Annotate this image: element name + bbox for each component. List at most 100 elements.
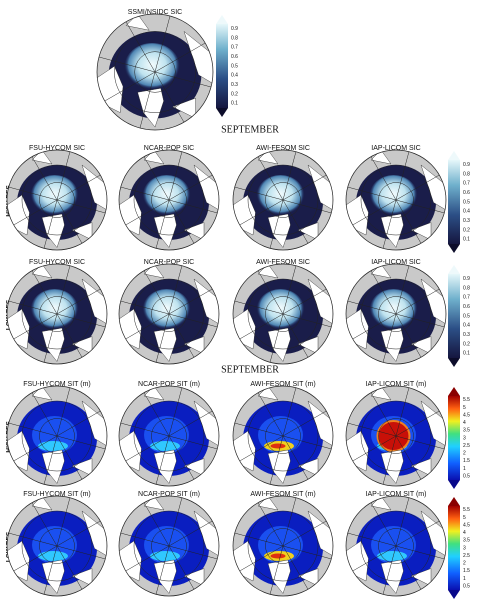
land [193,164,219,211]
land [307,278,333,325]
meridian [352,410,440,462]
land [297,222,319,241]
graticule [265,418,301,454]
land [31,386,53,401]
panel-title: AWI-FESOM SIC [256,259,310,266]
map-border [118,263,220,365]
colorbar-tick-label: 0.1 [463,351,470,357]
colorbar-end [216,108,228,117]
map-border [232,149,334,251]
graticule [247,278,319,350]
graticule [265,182,301,218]
land [143,264,165,279]
land [137,88,164,128]
colorbar-end [216,15,228,24]
land [183,222,205,241]
map-content [7,150,107,248]
colorbar-tick-label: 0.3 [463,218,470,224]
section-title: SEPTEMBER [221,364,279,375]
graticule [151,296,187,332]
land [143,150,165,165]
polar-map [6,149,108,251]
meridian [125,520,213,572]
colorbar-tick-label: 0.9 [231,26,238,32]
polar-map [96,13,214,131]
colorbar-tick-label: 0.1 [231,101,238,107]
meridian [125,174,213,226]
land [81,278,107,325]
colorbar-tick-label: 0.8 [463,285,470,291]
panel-title: IAP-LICOM SIC [371,145,420,152]
graticule [265,528,301,564]
graticule [133,164,205,236]
panel-title: NCAR-POP SIC [144,145,194,152]
colorbar [448,160,460,244]
meridian [239,288,327,340]
polar-map [345,263,447,365]
land [41,327,65,362]
land [257,386,279,401]
colorbar [448,274,460,358]
map-content [7,496,107,594]
land [420,164,446,211]
panel-title: IAP-LICOM SIT (m) [366,491,427,498]
land [297,568,319,587]
colorbar-end [448,497,460,506]
polar-map [232,149,334,251]
land [267,213,291,248]
polar-map [345,385,447,487]
meridian [104,42,206,102]
polar-map [118,385,220,487]
colorbar-tick-label: 0.5 [463,474,470,480]
land [71,568,93,587]
land [380,327,404,362]
land [297,336,319,355]
colorbar-tick-label: 5 [463,405,466,411]
polar-map [6,263,108,365]
land [297,458,319,477]
map-border [345,263,447,365]
colorbar-end [448,590,460,599]
graticule [247,510,319,582]
thick-ice [38,441,68,451]
thickest-ice [270,553,286,559]
colorbar-tick-label: 0.5 [231,63,238,69]
meridian [352,520,440,572]
map-content [346,386,446,484]
meridian [352,288,440,340]
colorbar [216,24,228,108]
colorbar-tick-label: 0.7 [231,45,238,51]
graticule [39,296,75,332]
colorbar-tick-label: 4.5 [463,412,470,418]
land [153,213,177,248]
land [153,327,177,362]
land [125,14,150,31]
colorbar-tick-label: 1.5 [463,568,470,574]
colorbar-tick-label: 0.5 [463,199,470,205]
land [41,559,65,594]
map-border [118,149,220,251]
polar-map [345,149,447,251]
map-border [118,385,220,487]
map-border [6,149,108,251]
graticule [21,278,93,350]
land [370,386,392,401]
panel-title: AWI-FESOM SIC [256,145,310,152]
meridian [239,174,327,226]
land [307,400,333,447]
colorbar-tick-label: 4.5 [463,522,470,528]
graticule [378,528,414,564]
map-border [96,13,214,131]
graticule [360,164,432,236]
colorbar-end [448,265,460,274]
graticule [247,400,319,472]
land [31,264,53,279]
colorbar-tick-label: 0.2 [231,91,238,97]
land [380,213,404,248]
colorbar-tick-label: 2.5 [463,443,470,449]
graticule [21,164,93,236]
panel-title: NCAR-POP SIT (m) [138,491,200,498]
land [183,458,205,477]
land [257,150,279,165]
meridian [13,520,101,572]
